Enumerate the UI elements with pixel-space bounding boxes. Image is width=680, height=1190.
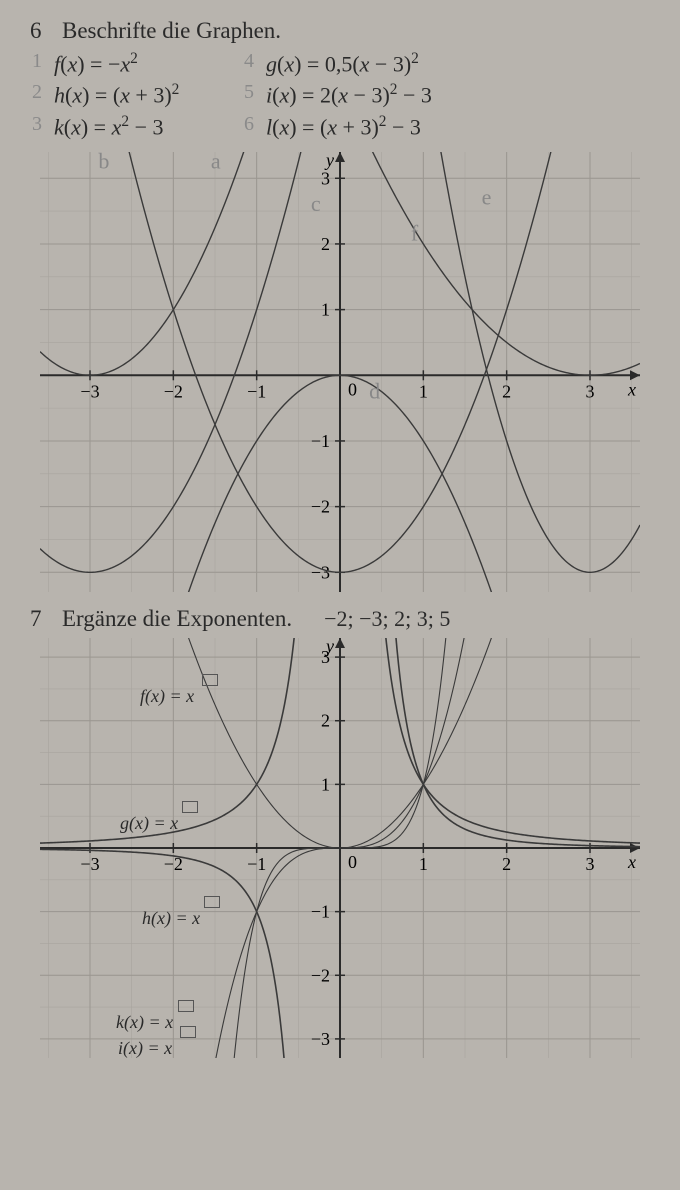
handwritten-number: 6	[244, 113, 266, 140]
handwritten-number: 2	[32, 81, 54, 108]
problem-number: 7	[30, 606, 48, 632]
handwritten-label: c	[311, 191, 321, 216]
function-label: k(x) = x	[116, 1012, 173, 1033]
handwritten-label: f	[411, 221, 419, 246]
equation-grid: 1f(x) = −x24g(x) = 0,5(x − 3)2 2h(x) = (x…	[32, 50, 650, 140]
problem-7: 7 Ergänze die Exponenten. −2; −3; 2; 3; …	[30, 606, 650, 1058]
svg-text:2: 2	[321, 234, 330, 254]
handwritten-label: d	[369, 378, 380, 403]
problem-number: 6	[30, 18, 48, 44]
handwritten-number: 5	[244, 81, 266, 108]
svg-text:1: 1	[419, 381, 428, 401]
chart-7: −3−2−10123−3−2−1123yxf(x) = xg(x) = xh(x…	[40, 638, 640, 1058]
svg-text:3: 3	[321, 168, 330, 188]
handwritten-label: e	[482, 185, 492, 210]
svg-text:−1: −1	[311, 431, 330, 451]
equation: k(x) = x2 − 3	[54, 113, 244, 140]
svg-text:y: y	[324, 152, 334, 170]
equation: l(x) = (x + 3)2 − 3	[266, 113, 650, 140]
handwritten-number: 4	[244, 50, 266, 77]
problem-title: Beschrifte die Graphen.	[62, 18, 281, 44]
problem-title: Ergänze die Exponenten.	[62, 606, 292, 632]
exponent-list: −2; −3; 2; 3; 5	[324, 606, 450, 632]
svg-text:1: 1	[321, 300, 330, 320]
handwritten-label: b	[98, 152, 109, 173]
handwritten-number: 1	[32, 50, 54, 77]
svg-text:x: x	[627, 379, 636, 399]
chart-6: −3−2−10123−3−2−1123yxbacdfe	[40, 152, 640, 592]
svg-text:−1: −1	[247, 381, 266, 401]
function-label: i(x) = x	[118, 1038, 172, 1059]
handwritten-number: 3	[32, 113, 54, 140]
svg-text:0: 0	[348, 379, 357, 399]
svg-text:−2: −2	[311, 497, 330, 517]
equation: h(x) = (x + 3)2	[54, 81, 244, 108]
function-label: g(x) = x	[120, 813, 178, 834]
svg-text:3: 3	[586, 381, 595, 401]
svg-text:−3: −3	[80, 381, 99, 401]
equation: i(x) = 2(x − 3)2 − 3	[266, 81, 650, 108]
equation: f(x) = −x2	[54, 50, 244, 77]
svg-text:−2: −2	[164, 381, 183, 401]
function-label: h(x) = x	[142, 908, 200, 929]
problem-6: 6 Beschrifte die Graphen. 1f(x) = −x24g(…	[30, 18, 650, 592]
svg-text:2: 2	[502, 381, 511, 401]
equation: g(x) = 0,5(x − 3)2	[266, 50, 650, 77]
function-label: f(x) = x	[140, 686, 194, 707]
handwritten-label: a	[211, 152, 221, 173]
